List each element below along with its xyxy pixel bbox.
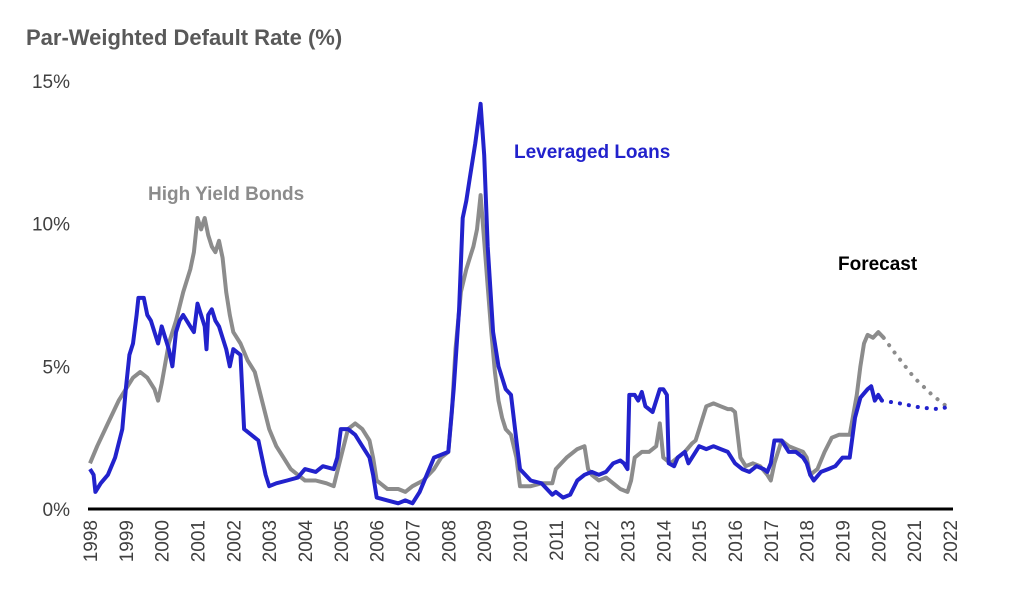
- x-tick-label: 2006: [368, 520, 389, 562]
- forecast-line-high-yield-bonds: [881, 335, 952, 412]
- x-tick-label: 2000: [153, 520, 174, 562]
- x-tick-label: 2008: [439, 520, 460, 562]
- x-tick-label: 2019: [834, 520, 855, 562]
- x-tick-label: 2001: [189, 520, 210, 562]
- x-tick-label: 2020: [869, 520, 890, 562]
- x-axis-ticks: 1998 1999 2000 2001 2002 2003 2004 2005 2006 2007…: [81, 520, 962, 563]
- label-leveraged-loans: Leveraged Loans: [514, 142, 670, 163]
- x-tick-label: 2003: [260, 520, 281, 562]
- series-layer: [88, 101, 952, 506]
- x-tick-label: 2004: [296, 520, 317, 563]
- x-tick-label: 2005: [332, 520, 353, 562]
- y-tick-label: 5%: [43, 357, 71, 378]
- x-tick-label: 2011: [547, 520, 568, 561]
- y-tick-label: 15%: [32, 72, 70, 93]
- forecast-line-leveraged-loans: [879, 398, 952, 412]
- x-tick-label: 2013: [619, 520, 640, 562]
- x-tick-label: 2021: [905, 520, 926, 562]
- y-axis-ticks: 0% 5% 10% 15%: [32, 72, 70, 521]
- x-tick-label: 2014: [654, 520, 675, 563]
- x-tick-label: 2009: [475, 520, 496, 562]
- x-tick-label: 2007: [404, 520, 425, 562]
- label-forecast: Forecast: [838, 254, 918, 275]
- series-line-leveraged-loans: [88, 101, 884, 506]
- y-tick-label: 10%: [32, 215, 70, 236]
- label-high-yield-bonds: High Yield Bonds: [148, 184, 304, 205]
- chart-title: Par-Weighted Default Rate (%): [26, 25, 342, 50]
- x-tick-label: 2012: [583, 520, 604, 562]
- x-tick-label: 2016: [726, 520, 747, 562]
- x-tick-label: 2010: [511, 520, 532, 562]
- x-tick-label: 2022: [941, 520, 962, 562]
- x-tick-label: 2002: [224, 520, 245, 562]
- x-tick-label: 1998: [81, 520, 102, 562]
- x-tick-label: 2015: [690, 520, 711, 562]
- y-tick-label: 0%: [43, 500, 71, 521]
- x-tick-label: 2017: [762, 520, 783, 562]
- x-tick-label: 1999: [117, 520, 138, 562]
- x-tick-label: 2018: [798, 520, 819, 562]
